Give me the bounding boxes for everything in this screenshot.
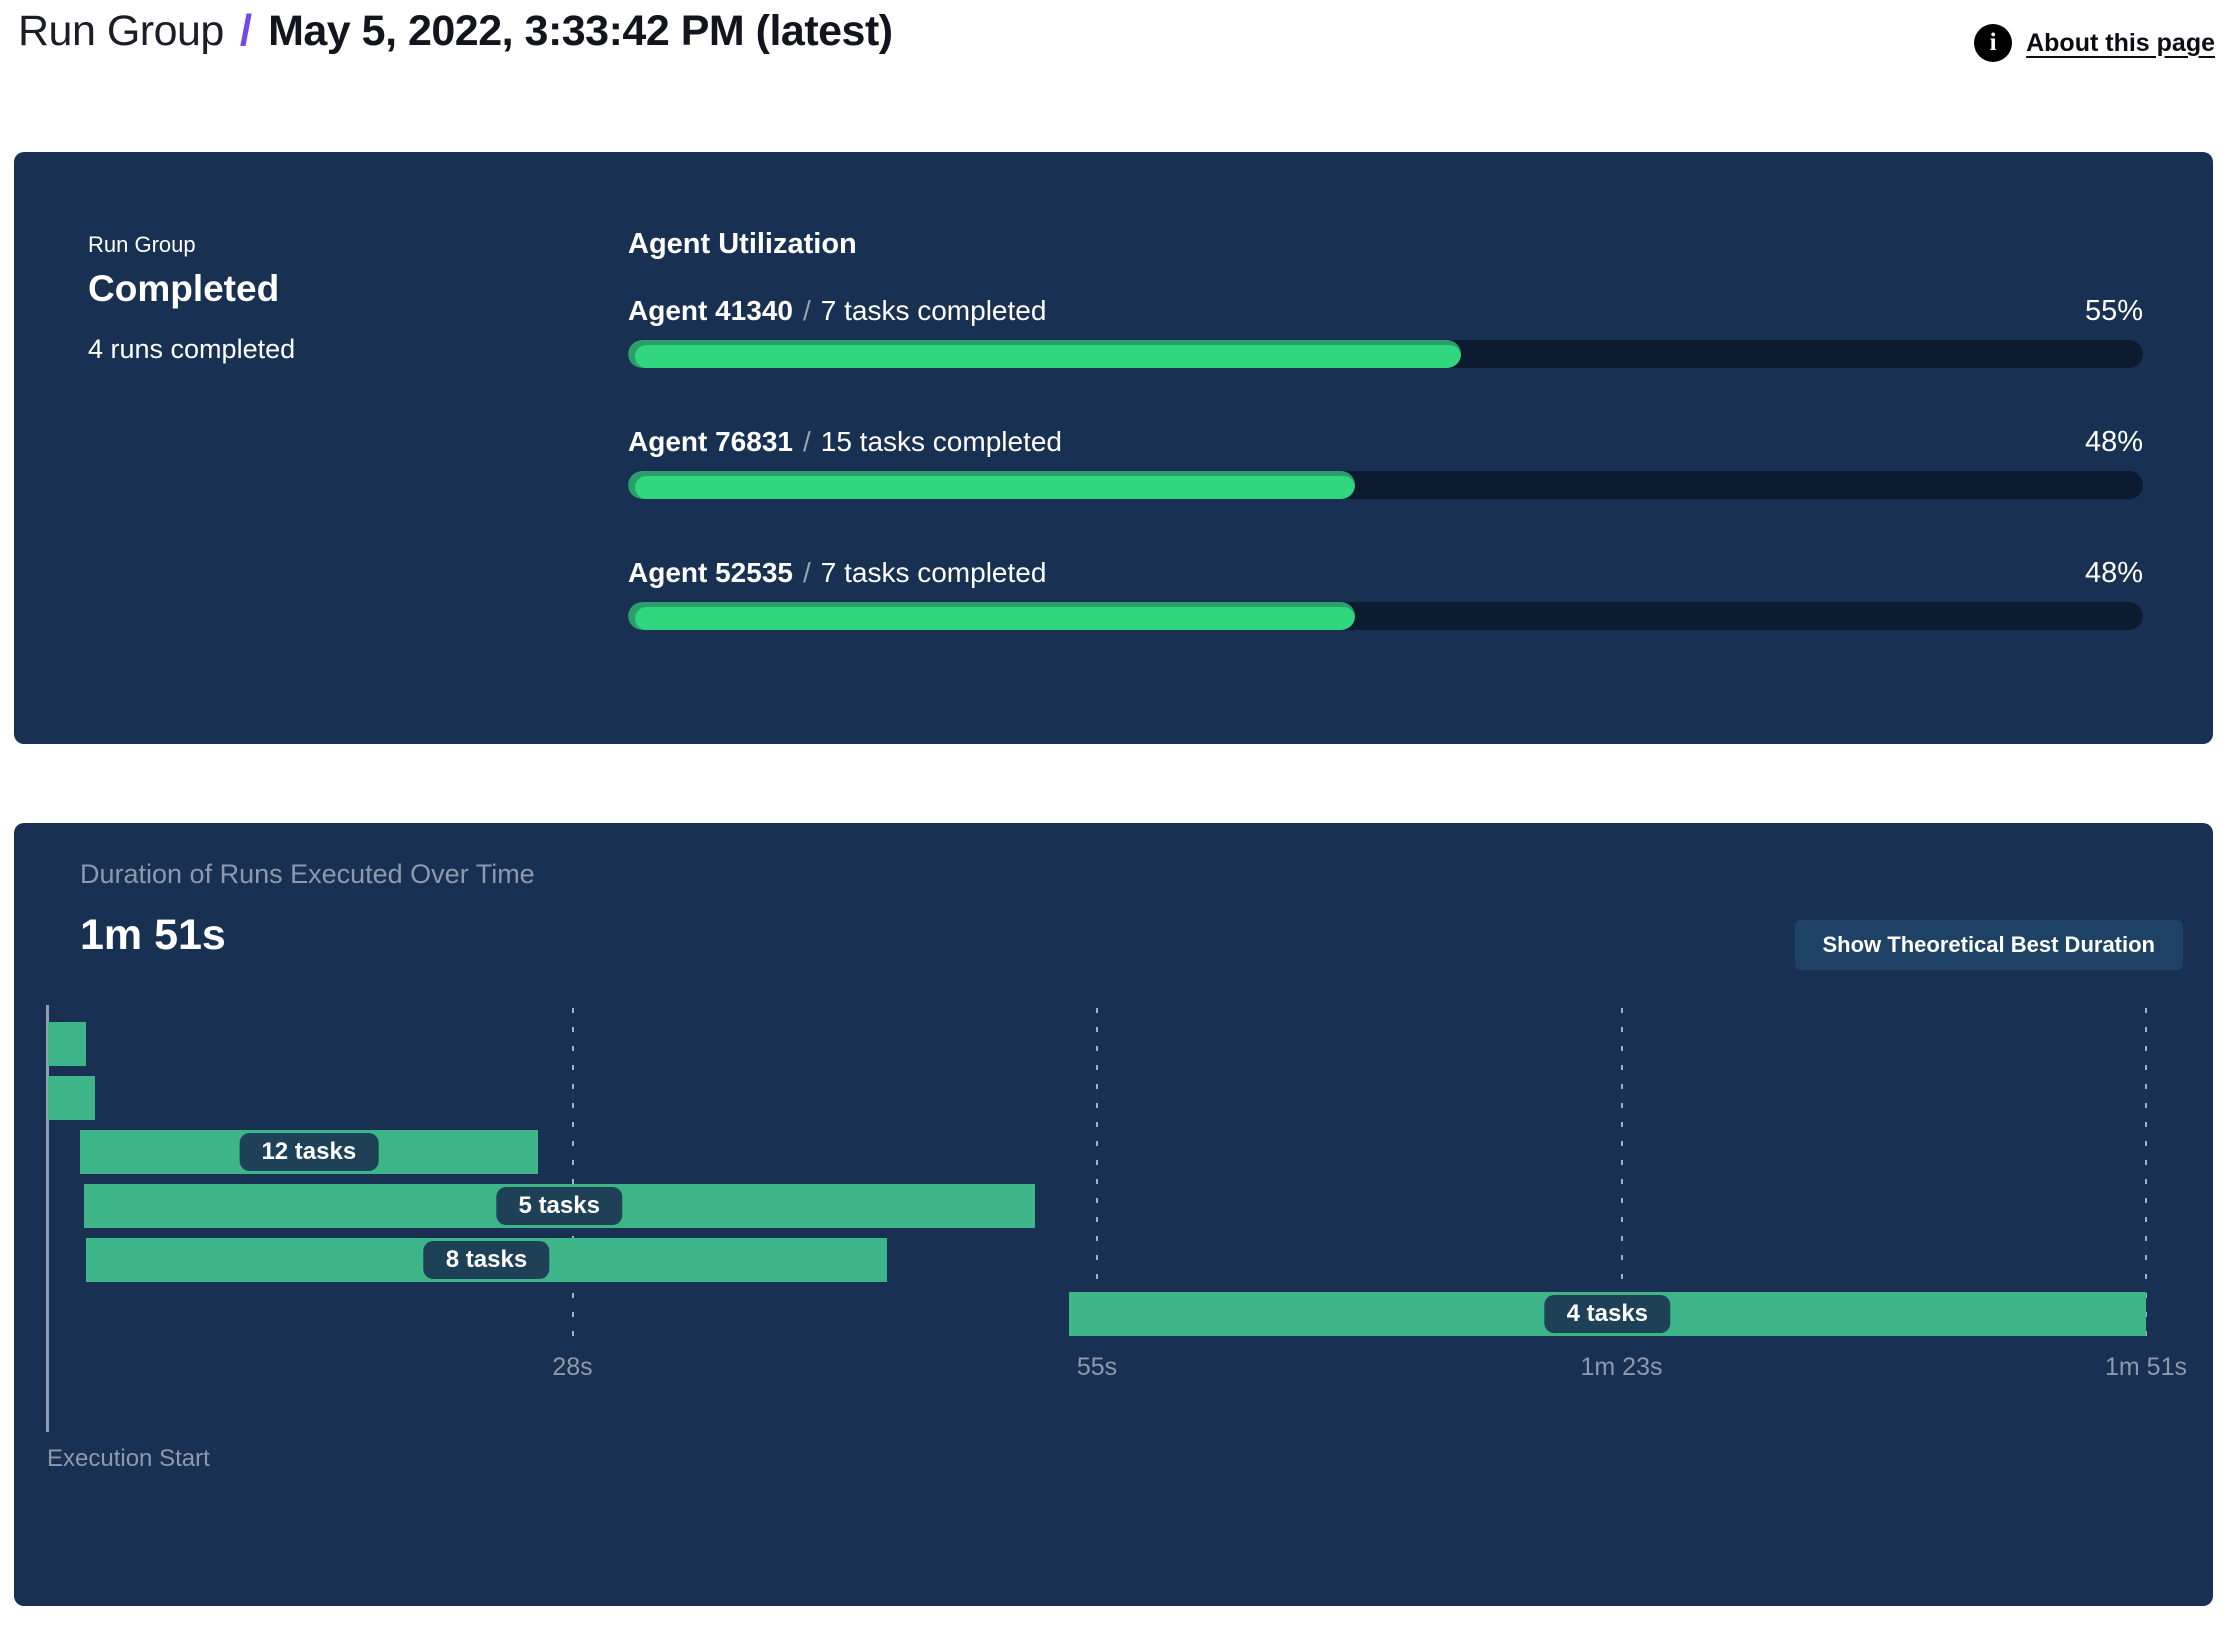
gantt-run-bar: 5 tasks (83, 1184, 1035, 1228)
agent-utilization-row: Agent 41340 / 7 tasks completed 55% (628, 295, 2143, 368)
gantt-axis-tick-label: 1m 51s (2105, 1353, 2187, 1381)
duration-panel: Duration of Runs Executed Over Time 1m 5… (14, 823, 2213, 1606)
run-group-panel: Run Group Completed 4 runs completed Age… (14, 152, 2213, 744)
gantt-task-count-pill: 12 tasks (239, 1133, 379, 1171)
agent-utilization-row: Agent 52535 / 7 tasks completed 48% (628, 557, 2143, 630)
agent-label: Agent 41340 / 7 tasks completed (628, 295, 1046, 327)
run-group-status: Completed (88, 268, 280, 309)
agent-progress-track (628, 471, 2143, 499)
agent-utilization-percent: 55% (2084, 295, 2143, 327)
agent-label: Agent 52535 / 7 tasks completed (628, 557, 1046, 589)
gantt-chart: 28s 55s 1m 23s 1m 51s 12 tasks 5 tasks 8 tasks… (46, 1005, 2187, 1626)
agent-progress-fill (628, 340, 1462, 368)
duration-total: 1m 51s (80, 911, 226, 959)
agent-utilization-heading: Agent Utilization (628, 228, 857, 260)
about-link-label: About this page (2026, 28, 2215, 57)
utilization-rows: Agent 41340 / 7 tasks completed 55% Agent 76… (628, 295, 2143, 630)
gantt-gridline (2145, 1008, 2147, 1348)
breadcrumb-current: May 5, 2022, 3:33:42 PM (latest) (268, 7, 893, 55)
agent-utilization-percent: 48% (2084, 426, 2143, 458)
agent-tasks-completed: 7 tasks completed (820, 295, 1047, 326)
agent-utilization-section: Agent Utilization Agent 41340 / 7 tasks co… (628, 228, 2143, 688)
gantt-task-count-pill: 5 tasks (496, 1187, 622, 1225)
gantt-axis-tick-label: 28s (552, 1353, 593, 1381)
agent-name: Agent 41340 (628, 295, 793, 326)
gantt-task-count-pill: 4 tasks (1544, 1295, 1671, 1333)
agent-progress-track (628, 602, 2143, 630)
breadcrumb-root[interactable]: Run Group (18, 7, 224, 55)
page-title: Run Group / May 5, 2022, 3:33:42 PM (lat… (18, 6, 893, 56)
gantt-axis-tick-label: 55s (1076, 1353, 1118, 1381)
agent-label-separator: / (802, 295, 811, 326)
agent-name: Agent 76831 (628, 426, 793, 457)
gantt-run-bar (48, 1076, 96, 1120)
agent-utilization-row: Agent 76831 / 15 tasks completed 48% (628, 426, 2143, 499)
breadcrumb-separator: / (239, 6, 253, 55)
show-theoretical-best-button[interactable]: Show Theoretical Best Duration (1794, 920, 2183, 970)
info-icon: i (1974, 24, 2013, 62)
agent-utilization-percent: 48% (2084, 557, 2143, 589)
gantt-gridline (1096, 1008, 1098, 1348)
agent-progress-fill (628, 602, 1356, 630)
run-group-kicker: Run Group (88, 232, 196, 257)
agent-label: Agent 76831 / 15 tasks completed (628, 426, 1062, 458)
agent-tasks-completed: 15 tasks completed (820, 426, 1062, 457)
gantt-gridline (571, 1008, 574, 1348)
gantt-run-bar: 4 tasks (1068, 1292, 2146, 1336)
agent-label-separator: / (802, 426, 811, 457)
gantt-gridline (1620, 1008, 1623, 1348)
gantt-axis-tick-label: 1m 23s (1580, 1353, 1663, 1381)
about-link[interactable]: i About this page (1974, 24, 2215, 62)
gantt-run-bar (48, 1022, 86, 1066)
gantt-run-bar: 12 tasks (80, 1130, 538, 1174)
run-group-detail: 4 runs completed (88, 334, 296, 364)
agent-progress-fill (628, 471, 1356, 499)
gantt-task-count-pill: 8 tasks (423, 1241, 550, 1279)
duration-chart-title: Duration of Runs Executed Over Time (80, 859, 535, 889)
agent-label-separator: / (802, 557, 811, 588)
agent-progress-track (628, 340, 2143, 368)
agent-name: Agent 52535 (628, 557, 793, 588)
execution-start-axis-line (46, 1005, 49, 1432)
gantt-run-bar: 8 tasks (85, 1238, 888, 1282)
execution-start-label: Execution Start (47, 1445, 210, 1472)
agent-tasks-completed: 7 tasks completed (820, 557, 1047, 588)
